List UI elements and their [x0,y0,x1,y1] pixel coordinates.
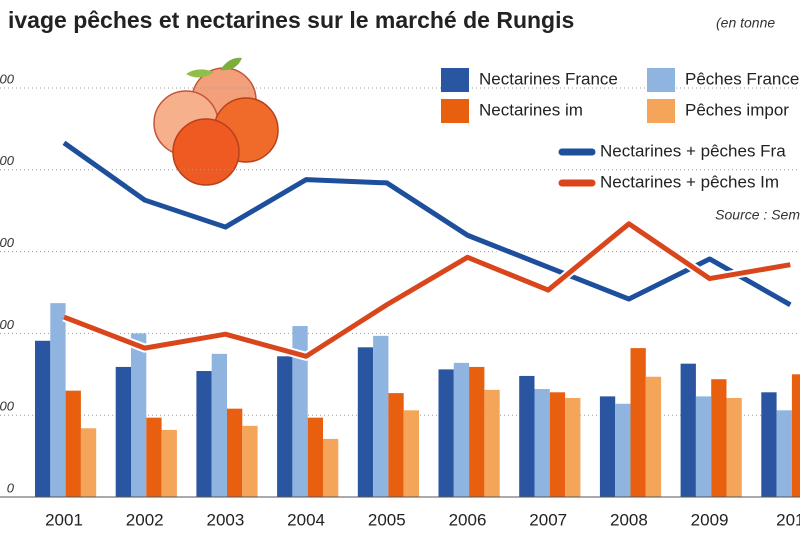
bar [131,333,147,497]
bar [680,363,696,497]
legend-label: Pêches impor [685,100,789,119]
bar [146,417,162,497]
bar [469,366,485,497]
bar [323,438,339,497]
bar [615,403,631,497]
x-tick-label: 2007 [529,510,567,529]
bar [645,376,662,497]
bar [196,371,212,497]
x-tick-label: 2003 [206,510,244,529]
y-tick-label: 00 [0,235,15,250]
legend-label: Nectarines + pêches Im [600,172,779,191]
legend-label: Nectarines + pêches Fra [600,141,786,160]
bar [357,347,374,497]
leaf [220,57,242,71]
bar [776,410,792,497]
y-tick-label: 00 [0,317,15,332]
legend-label: Pêches France [685,69,799,88]
bar [80,428,97,497]
bar [534,389,550,497]
x-tick-label: 2002 [126,510,164,529]
bar [711,379,727,497]
line [62,140,792,307]
y-tick-label: 00 [0,399,15,414]
bar [549,392,566,497]
x-tick-label: 2005 [368,510,406,529]
bar [227,408,243,497]
bar [65,390,81,497]
x-tick-label: 2008 [610,510,648,529]
bar [519,375,535,497]
x-tick-label: 2004 [287,510,325,529]
bar [292,326,308,497]
legend-swatch [441,99,469,123]
bar [630,348,646,497]
line [63,221,791,359]
bar [695,396,712,497]
x-tick-label: 201 [776,510,800,529]
bar [161,429,177,497]
bar [484,389,500,497]
y-tick-label: 00 [0,71,15,86]
legend-swatch [441,68,469,92]
bar [115,366,131,497]
leaf [186,69,214,78]
bar [35,340,51,497]
peach-icon [153,57,279,186]
bar [307,417,323,497]
bar [438,369,454,497]
legend-label: Nectarines im [479,100,583,119]
bar [726,398,742,497]
bar [761,392,777,497]
bar [373,335,389,497]
bar [565,398,581,497]
bar [50,303,66,497]
chart-subtitle: (en tonne [716,15,775,31]
x-tick-label: 2001 [45,510,83,529]
bar [277,356,293,497]
y-tick-label: 0 [7,480,15,495]
legend-label: Nectarines France [479,69,618,88]
bar [403,410,419,497]
y-tick-label: 00 [0,153,15,168]
legend: Nectarines France Pêches France Nectarines… [441,68,799,191]
legend-swatch [647,99,675,123]
legend-swatch [647,68,675,92]
source: Source : Sem [715,207,800,223]
bar [242,425,258,497]
bar [388,393,404,497]
chart-title: ivage pêches et nectarines sur le marché… [8,7,574,33]
x-tick-label: 2009 [691,510,729,529]
bar [211,353,227,497]
x-tick-label: 2006 [449,510,487,529]
bar [791,374,800,497]
bar [599,396,616,497]
peach [172,118,240,186]
bar [453,362,470,497]
